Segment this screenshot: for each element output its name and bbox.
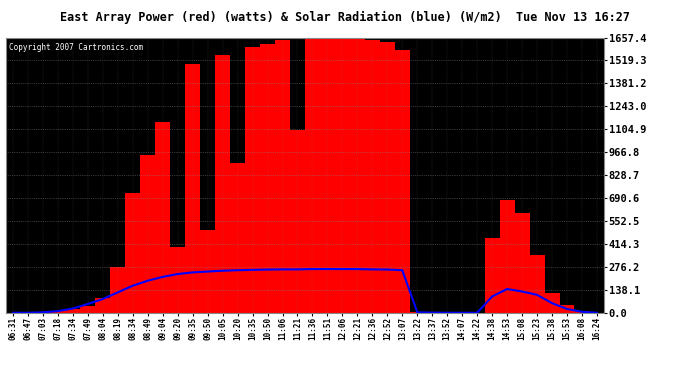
Bar <box>305 39 320 313</box>
Bar <box>95 298 110 313</box>
Bar <box>275 40 290 313</box>
Bar <box>320 39 335 313</box>
Bar <box>380 42 395 313</box>
Bar <box>365 40 380 313</box>
Bar <box>35 312 50 313</box>
Bar <box>350 39 365 313</box>
Text: East Array Power (red) (watts) & Solar Radiation (blue) (W/m2)  Tue Nov 13 16:27: East Array Power (red) (watts) & Solar R… <box>60 11 630 24</box>
Bar <box>50 312 66 313</box>
Bar <box>515 213 530 313</box>
Bar <box>200 230 215 313</box>
Bar <box>484 238 500 313</box>
Bar <box>500 200 515 313</box>
Bar <box>81 306 95 313</box>
Bar <box>155 122 170 313</box>
Bar <box>245 47 260 313</box>
Bar <box>575 310 589 313</box>
Bar <box>185 64 200 313</box>
Bar <box>66 309 80 313</box>
Bar <box>230 164 245 313</box>
Bar <box>544 293 560 313</box>
Text: Copyright 2007 Cartronics.com: Copyright 2007 Cartronics.com <box>8 43 143 52</box>
Bar <box>335 39 350 313</box>
Bar <box>560 305 575 313</box>
Bar <box>530 255 544 313</box>
Bar <box>290 130 305 313</box>
Bar <box>260 44 275 313</box>
Bar <box>126 194 140 313</box>
Bar <box>395 50 410 313</box>
Bar <box>110 267 126 313</box>
Bar <box>170 247 185 313</box>
Bar <box>215 56 230 313</box>
Bar <box>140 155 155 313</box>
Bar <box>410 312 425 313</box>
